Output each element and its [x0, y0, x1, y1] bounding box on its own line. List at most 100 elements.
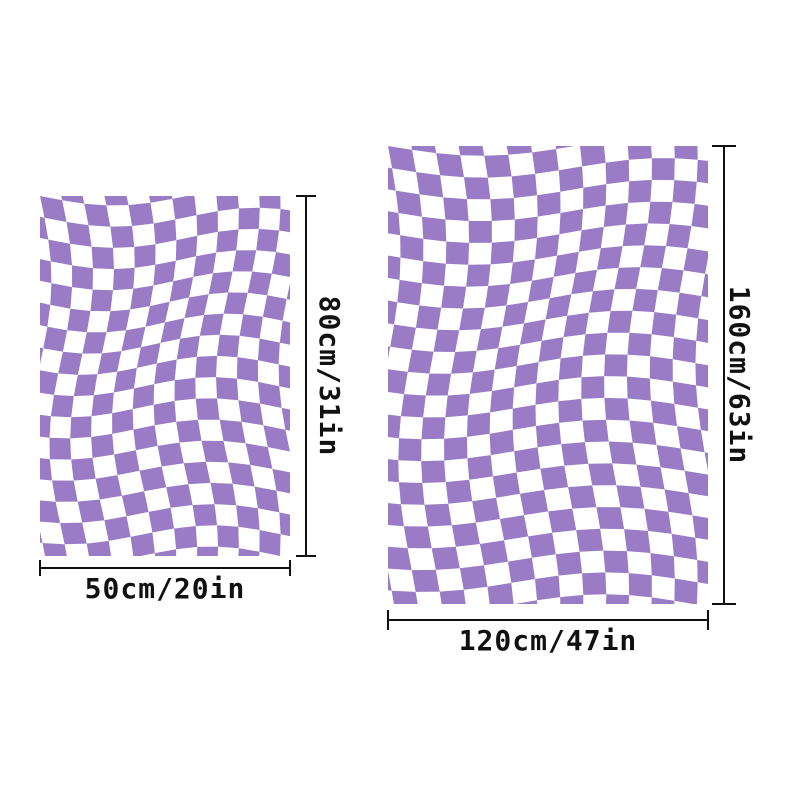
small-blanket-check-square — [210, 482, 237, 506]
large-blanket-check-square — [537, 191, 561, 217]
large-blanket-check-square — [604, 397, 630, 421]
large-blanket-check-square — [421, 417, 446, 440]
small-blanket-check-square — [91, 246, 114, 270]
small-blanket-check-square — [238, 548, 260, 556]
small-blanket-check-square — [72, 265, 93, 290]
small-blanket-check-square — [196, 211, 218, 236]
large-blanket-check-square — [400, 394, 426, 418]
large-blanket-check-square — [528, 276, 554, 302]
large-blanket-check-square — [464, 177, 491, 200]
small-blanket-check-square — [153, 400, 177, 426]
small-blanket-check-square — [154, 549, 177, 556]
small-blanket-checker-pattern — [8, 196, 290, 556]
large-blanket-check-square — [614, 267, 641, 290]
small-blanket-check-square — [97, 351, 122, 375]
large-blanket-check-square — [640, 245, 666, 268]
small-blanket-check-square — [112, 409, 134, 434]
large-blanket-check-square — [535, 575, 561, 601]
small-blanket-check-square — [153, 219, 177, 245]
small-blanket-check-square — [130, 532, 155, 556]
small-blanket-check-square — [40, 259, 52, 284]
small-blanket-check-square — [52, 480, 78, 502]
large-blanket-check-square — [357, 388, 382, 414]
large-blanket-check-square — [656, 445, 685, 471]
large-blanket-check-square — [479, 540, 508, 566]
large-blanket-check-square — [555, 146, 575, 149]
small-blanket-check-square — [160, 318, 185, 343]
large-blanket-check-square — [607, 310, 633, 333]
large-blanket-check-square — [616, 485, 645, 509]
large-blanket-check-square — [632, 288, 658, 313]
large-blanket-check-square — [579, 146, 606, 167]
small-blanket-check-square — [77, 499, 105, 523]
small-blanket-check-square — [216, 377, 239, 401]
small-blanket-check-square — [239, 314, 263, 339]
small-blanket-check-square — [50, 283, 73, 309]
large-blanket-check-square — [466, 264, 491, 287]
small-blanket-check-square — [272, 468, 290, 494]
small-blanket-check-square — [228, 462, 255, 487]
small-blanket-check-square — [166, 484, 193, 508]
large-blanket-check-square — [415, 305, 442, 330]
large-blanket-check-square — [431, 546, 460, 570]
small-blanket-check-square — [8, 431, 29, 457]
small-width-dimension: 50cm/20in — [39, 560, 291, 605]
large-blanket-check-square — [671, 533, 698, 560]
large-blanket-check-square — [628, 573, 652, 598]
small-blanket-check-square — [40, 458, 52, 481]
large-blanket-checker-pattern — [357, 116, 721, 604]
large-blanket-check-square — [445, 393, 470, 418]
large-blanket-check-square — [588, 463, 617, 486]
small-blanket-check-square — [114, 450, 140, 476]
large-width-dimension: 120cm/47in — [387, 610, 709, 657]
large-blanket-check-square — [626, 376, 651, 401]
large-blanket-check-square — [388, 546, 412, 571]
large-blanket-check-square — [558, 355, 583, 380]
small-blanket-check-square — [245, 443, 273, 469]
small-blanket-check-square — [286, 283, 290, 300]
small-blanket-check-square — [281, 407, 290, 431]
small-blanket-check-square — [11, 388, 34, 414]
small-blanket-check-square — [216, 229, 239, 253]
large-blanket-check-square — [421, 261, 446, 286]
small-blanket-check-square — [58, 351, 83, 375]
small-blanket-check-square — [217, 525, 239, 549]
small-blanket-check-square — [238, 207, 260, 230]
small-blanket-check-square — [91, 433, 115, 458]
large-blanket-check-square — [395, 190, 422, 217]
large-blanket-check-square — [696, 116, 721, 141]
small-blanket-check-square — [219, 419, 246, 444]
large-blanket-check-square — [445, 241, 470, 265]
small-blanket-check-square — [172, 196, 197, 220]
large-blanket-check-square — [596, 507, 625, 530]
small-blanket-check-square — [60, 522, 87, 545]
small-blanket-check-square — [50, 394, 74, 418]
large-blanket-check-square — [502, 302, 529, 327]
large-blanket-check-square — [388, 211, 401, 236]
small-blanket-check-square — [113, 267, 135, 291]
large-blanket-check-square — [650, 553, 675, 579]
small-blanket-check-square — [236, 505, 260, 530]
small-blanket-check-square — [71, 457, 96, 481]
large-blanket-check-square — [458, 146, 485, 156]
large-blanket-check-square — [492, 472, 520, 498]
large-blanket-check-square — [696, 318, 708, 343]
small-blanket-check-square — [259, 530, 281, 556]
small-blanket — [8, 196, 290, 556]
small-blanket-check-square — [66, 222, 92, 247]
small-blanket-check-square — [136, 342, 161, 368]
large-blanket-check-square — [388, 503, 404, 527]
small-width-label: 50cm/20in — [85, 572, 246, 605]
small-blanket-check-square — [121, 326, 146, 352]
large-blanket-check-square — [563, 312, 589, 338]
large-blanket-check-square — [568, 485, 597, 509]
large-blanket-check-square — [421, 460, 446, 483]
large-blanket-check-square — [535, 422, 562, 448]
large-blanket-check-square — [459, 307, 485, 331]
large-blanket-check-square — [606, 594, 630, 604]
small-blanket-check-square — [153, 260, 176, 286]
large-blanket-check-square — [391, 590, 418, 604]
large-blanket-check-square — [508, 557, 535, 583]
large-blanket-check-square — [583, 184, 607, 209]
large-blanket-check-square — [444, 436, 468, 461]
